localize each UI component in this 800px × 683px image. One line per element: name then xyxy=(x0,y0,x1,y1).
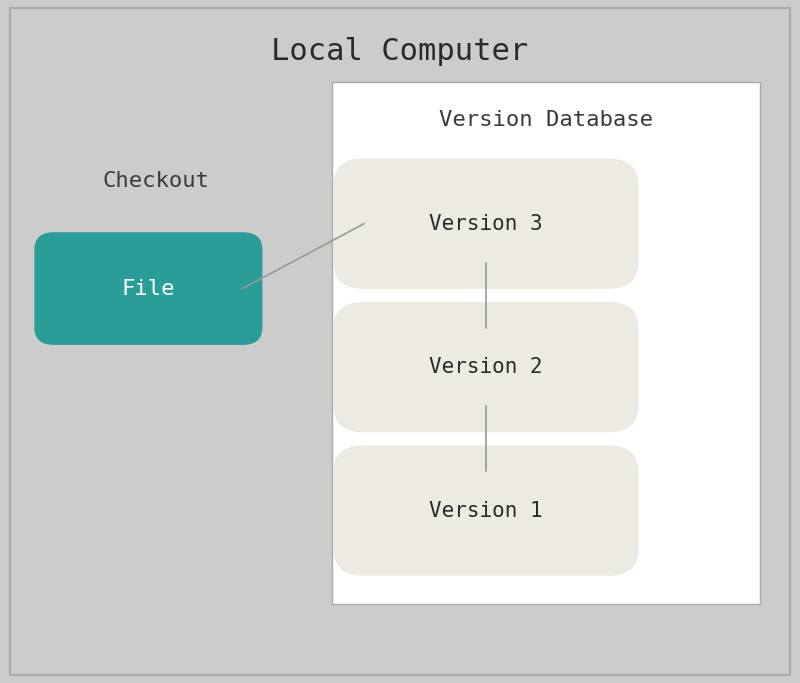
Text: File: File xyxy=(122,279,175,298)
Text: Version 3: Version 3 xyxy=(429,214,543,234)
FancyBboxPatch shape xyxy=(334,302,638,432)
FancyBboxPatch shape xyxy=(334,445,638,576)
FancyBboxPatch shape xyxy=(34,232,262,345)
Text: Version 1: Version 1 xyxy=(429,501,543,520)
FancyBboxPatch shape xyxy=(332,82,760,604)
Text: Version 2: Version 2 xyxy=(429,357,543,377)
Text: Checkout: Checkout xyxy=(102,171,210,191)
Text: Version Database: Version Database xyxy=(438,109,653,130)
Text: Local Computer: Local Computer xyxy=(271,37,529,66)
FancyBboxPatch shape xyxy=(334,158,638,289)
